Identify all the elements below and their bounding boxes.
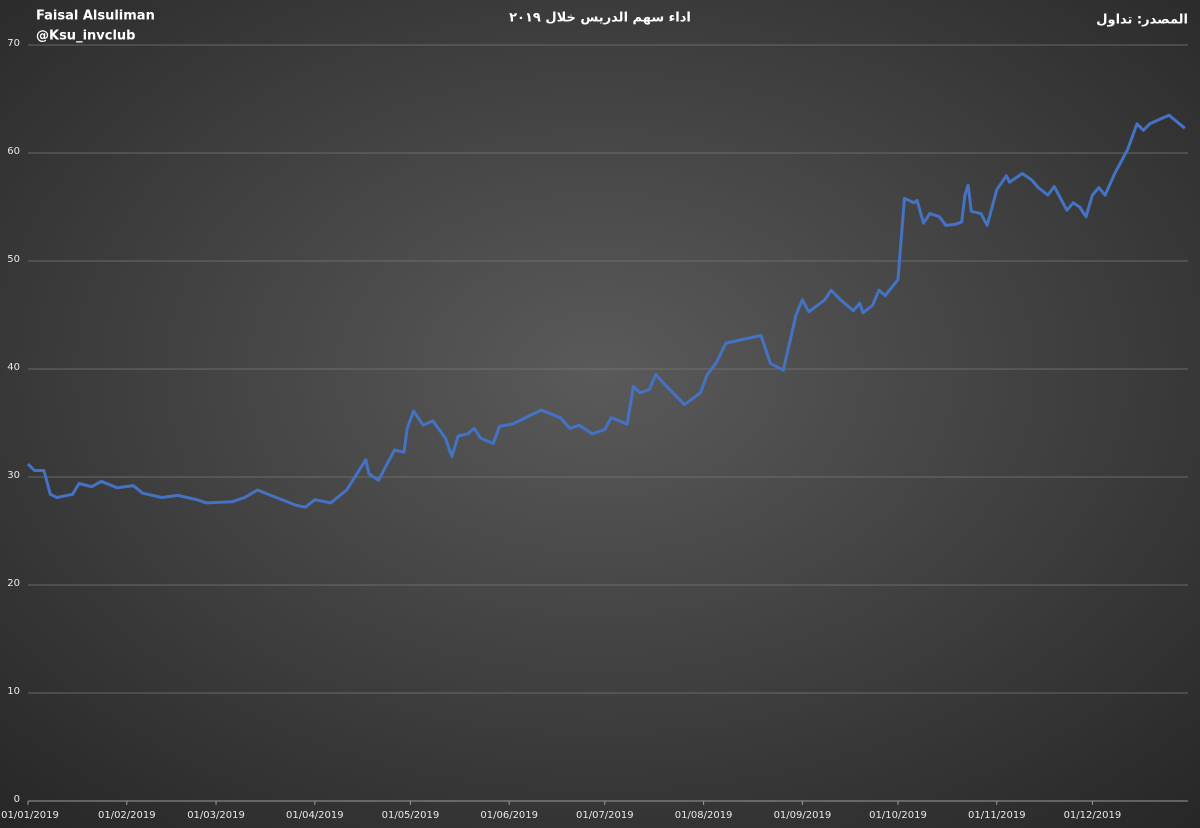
x-tick-label: 01/07/2019 (576, 810, 634, 821)
y-tick-label: 70 (7, 38, 20, 49)
y-tick-label: 60 (7, 146, 20, 157)
x-tick-label: 01/01/2019 (1, 810, 59, 821)
y-tick-label: 0 (14, 794, 20, 805)
x-tick-label: 01/08/2019 (675, 810, 733, 821)
source: المصدر: تداول (1096, 13, 1188, 28)
x-tick-label: 01/12/2019 (1064, 810, 1122, 821)
x-tick-label: 01/02/2019 (98, 810, 156, 821)
price-line (26, 113, 1186, 509)
x-tick-label: 01/05/2019 (382, 810, 440, 821)
y-tick-label: 10 (7, 686, 20, 697)
chart-title: اداء سهم الدريس خلال ٢٠١٩ (509, 11, 691, 26)
y-tick-label: 50 (7, 254, 20, 265)
author: Faisal Alsuliman (36, 9, 155, 24)
x-tick-label: 01/09/2019 (774, 810, 832, 821)
y-tick-label: 40 (7, 362, 20, 373)
x-tick-label: 01/03/2019 (187, 810, 245, 821)
x-tick-label: 01/04/2019 (286, 810, 344, 821)
y-tick-label: 30 (7, 470, 20, 481)
x-tick-label: 01/10/2019 (869, 810, 927, 821)
x-tick-label: 01/06/2019 (480, 810, 538, 821)
handle: @Ksu_invclub (36, 29, 135, 44)
y-tick-label: 20 (7, 578, 20, 589)
x-tick-label: 01/11/2019 (968, 810, 1026, 821)
